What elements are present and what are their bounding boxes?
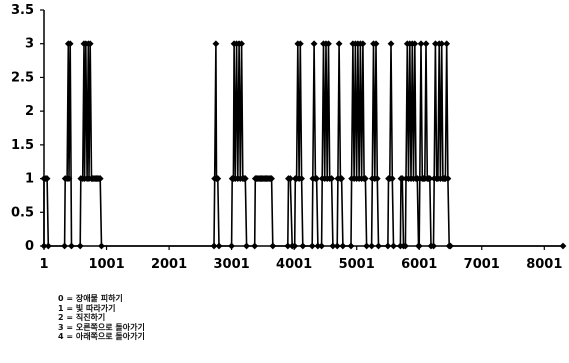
data-point — [66, 40, 74, 48]
data-point — [333, 242, 341, 250]
data-point — [313, 175, 321, 182]
x-tick-label: 6001 — [401, 257, 437, 272]
data-point — [298, 175, 305, 182]
data-point — [44, 242, 52, 250]
x-tick-label: 3001 — [214, 257, 250, 272]
data-point — [372, 40, 380, 48]
data-point — [339, 242, 347, 250]
legend-item-1: 1 = 빛 따라가기 — [58, 303, 116, 313]
data-point — [210, 242, 218, 250]
plot-area — [40, 40, 567, 250]
data-point — [559, 242, 567, 250]
y-tick-label: 3 — [25, 37, 34, 52]
data-point — [329, 242, 337, 250]
legend-item-0: 0 = 장애물 피하기 — [58, 294, 123, 303]
x-tick-label: 2001 — [151, 257, 187, 272]
data-point — [228, 242, 235, 250]
data-point — [411, 40, 419, 48]
legend-item-3: 3 = 오른쪽으로 돌아가기 — [58, 322, 145, 332]
x-tick-label: 1001 — [88, 257, 124, 272]
data-point — [444, 175, 452, 182]
y-tick-label: 0 — [25, 239, 34, 254]
data-point — [388, 175, 396, 182]
data-point — [96, 175, 104, 182]
data-point — [373, 175, 381, 182]
data-point — [296, 40, 304, 48]
legend-item-2: 2 = 직진하기 — [58, 313, 106, 323]
x-tick-label: 1 — [39, 257, 48, 272]
data-point — [415, 242, 423, 250]
data-point — [384, 242, 392, 250]
data-point — [68, 242, 75, 250]
data-point — [286, 175, 294, 182]
y-tick-label: 1.5 — [11, 138, 34, 153]
x-tick-label: 7001 — [464, 257, 500, 272]
data-point — [241, 175, 249, 182]
x-axis: 1 1001 2001 3001 4001 5001 6001 7001 8001 — [39, 245, 563, 272]
data-point — [335, 40, 343, 48]
data-point — [214, 175, 222, 182]
y-axis: 0 0.5 1 1.5 2 2.5 3 3.5 — [11, 3, 45, 254]
data-point — [387, 40, 395, 48]
y-tick-label: 2.5 — [11, 70, 34, 85]
y-tick-label: 2 — [25, 104, 34, 119]
data-point — [268, 175, 275, 182]
data-point — [65, 175, 73, 182]
data-point — [347, 242, 355, 250]
data-point — [430, 242, 437, 250]
data-point — [361, 175, 369, 182]
data-point — [310, 40, 318, 48]
data-point — [269, 242, 277, 250]
data-point — [291, 242, 299, 250]
data-point — [61, 242, 68, 250]
data-point — [299, 242, 307, 250]
data-point — [328, 175, 336, 182]
data-point — [251, 242, 259, 250]
data-point — [76, 242, 84, 250]
legend-item-4: 4 = 아래쪽으로 돌아가기 — [58, 332, 145, 342]
x-tick-label: 4001 — [276, 257, 312, 272]
data-point — [375, 242, 382, 250]
data-point — [318, 242, 326, 250]
data-point — [398, 175, 406, 182]
data-point — [215, 242, 223, 250]
y-tick-label: 3.5 — [11, 3, 34, 18]
data-point — [308, 242, 316, 250]
data-point — [432, 40, 439, 48]
data-point — [417, 40, 425, 48]
y-tick-label: 0.5 — [11, 205, 34, 220]
data-point — [390, 242, 397, 250]
data-point — [284, 242, 292, 250]
data-point — [363, 242, 371, 250]
x-tick-label: 5001 — [339, 257, 375, 272]
data-point — [238, 40, 245, 48]
data-point — [359, 40, 367, 48]
y-tick-label: 1 — [25, 172, 34, 187]
data-point — [447, 242, 454, 250]
data-point — [422, 40, 430, 48]
data-point — [368, 242, 376, 250]
data-point — [43, 175, 51, 182]
data-point — [40, 242, 48, 250]
data-point — [325, 40, 332, 48]
data-point — [98, 242, 105, 250]
series-line-0 — [43, 43, 563, 247]
data-point — [402, 242, 409, 250]
data-point — [243, 242, 250, 250]
data-point — [443, 40, 451, 48]
data-point — [438, 40, 446, 48]
data-point — [212, 40, 220, 48]
data-point — [86, 40, 94, 48]
data-point — [338, 175, 346, 182]
legend: 0 = 장애물 피하기 1 = 빛 따라가기 2 = 직진하기 3 = 오른쪽으… — [58, 294, 145, 342]
x-tick-label: 8001 — [526, 257, 562, 272]
data-point — [426, 175, 434, 182]
data-point — [314, 242, 322, 250]
